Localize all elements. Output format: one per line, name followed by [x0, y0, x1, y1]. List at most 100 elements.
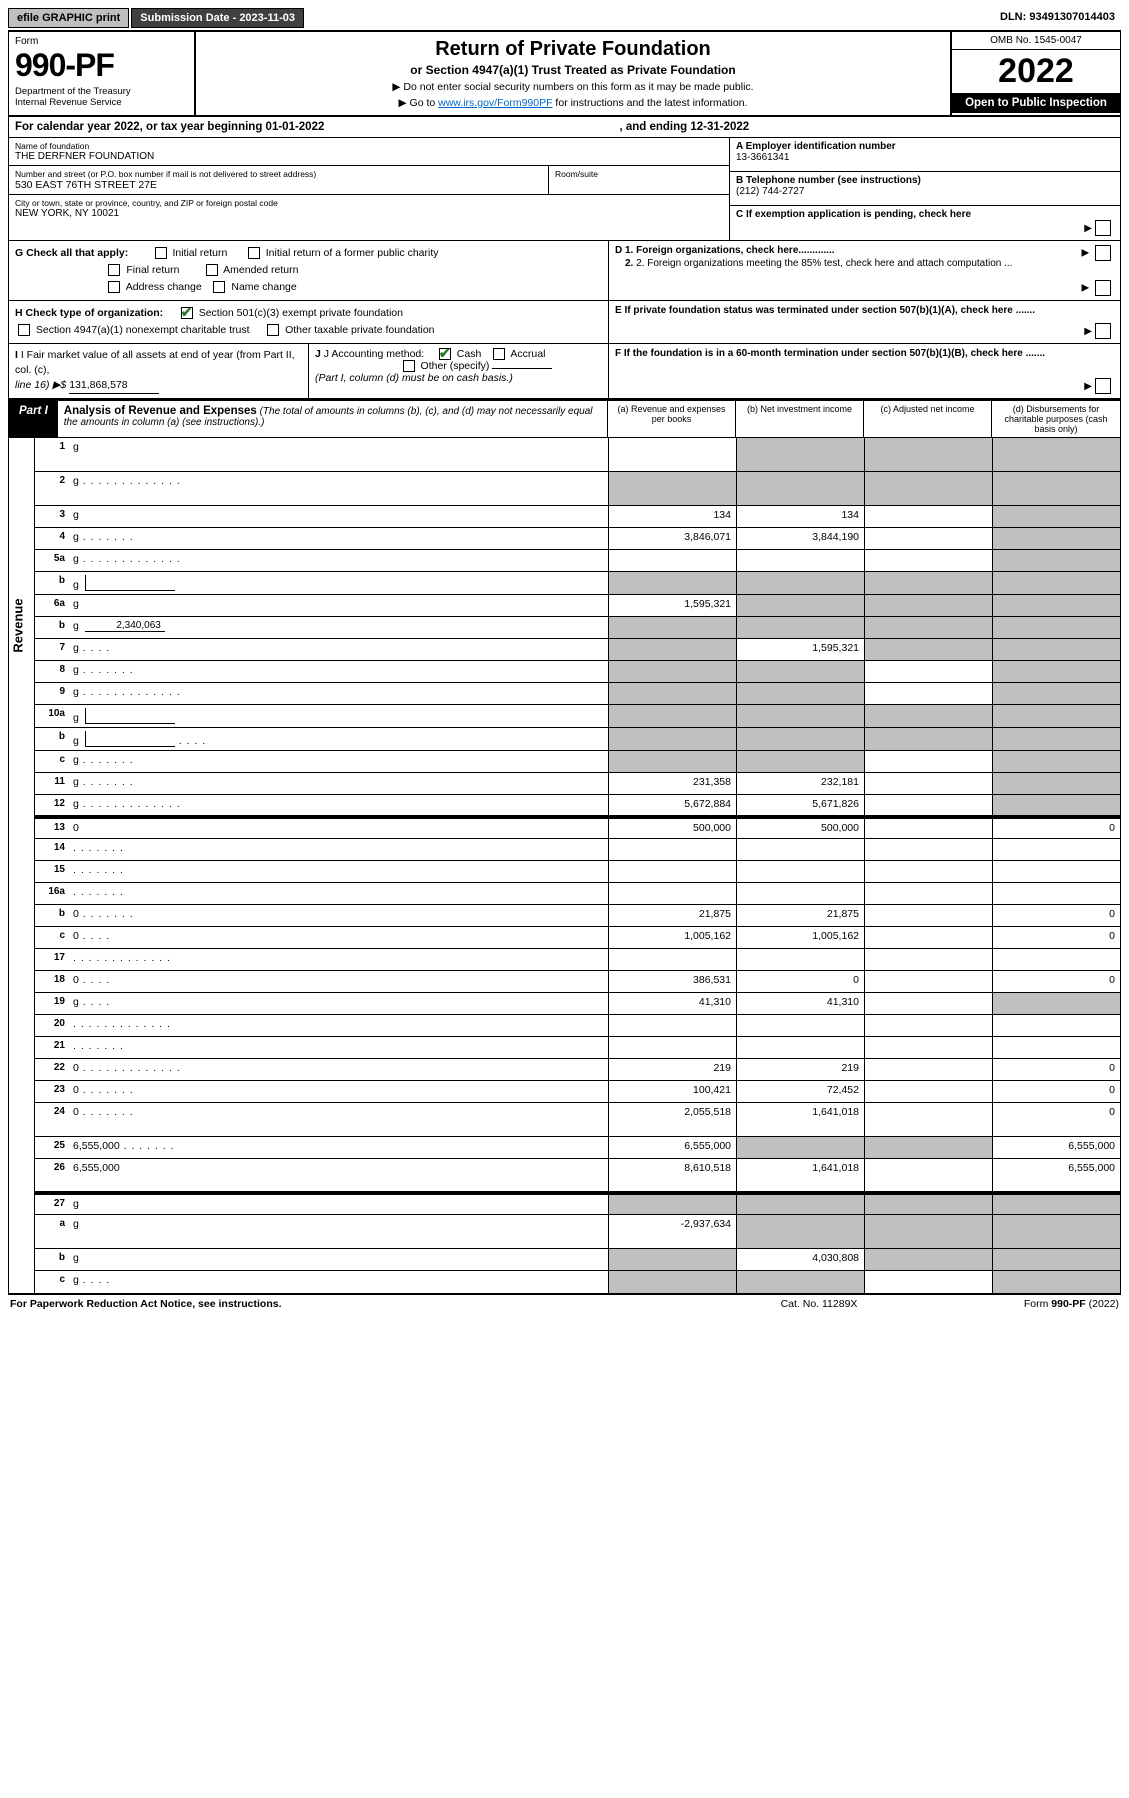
cell-c: [864, 728, 992, 750]
d2-checkbox[interactable]: [1095, 280, 1111, 296]
row-description: [69, 839, 608, 860]
table-row: 8g: [35, 661, 1120, 683]
row-description: g: [69, 528, 608, 549]
table-row: 2g: [35, 472, 1120, 506]
cell-d: [992, 1015, 1120, 1036]
col-c-header: (c) Adjusted net income: [864, 401, 992, 437]
row-number: 26: [35, 1159, 69, 1191]
cell-b: [736, 550, 864, 571]
row-description: g: [69, 751, 608, 772]
row-number: b: [35, 1249, 69, 1270]
table-row: bg4,030,808: [35, 1249, 1120, 1271]
cell-b: 41,310: [736, 993, 864, 1014]
cell-b: 72,452: [736, 1081, 864, 1102]
cell-a: [608, 661, 736, 682]
exemption-checkbox[interactable]: [1095, 220, 1111, 236]
table-row: 3g134134: [35, 506, 1120, 528]
cell-c: [864, 861, 992, 882]
row-description: g: [69, 438, 608, 471]
row-description: [69, 861, 608, 882]
row-number: 23: [35, 1081, 69, 1102]
cell-a: [608, 1195, 736, 1214]
cell-c: [864, 1037, 992, 1058]
table-row: 1g: [35, 438, 1120, 472]
omb-number: OMB No. 1545-0047: [952, 32, 1120, 50]
cell-c: [864, 819, 992, 838]
cell-b: [736, 705, 864, 727]
cell-b: [736, 1195, 864, 1214]
row-number: 7: [35, 639, 69, 660]
cell-d: [992, 883, 1120, 904]
table-row: 130500,000500,0000: [35, 817, 1120, 839]
cell-c: [864, 1271, 992, 1293]
cell-c: [864, 1137, 992, 1158]
cell-d: [992, 1195, 1120, 1214]
tax-year: 2022: [952, 50, 1120, 93]
address-cell: Number and street (or P.O. box number if…: [9, 166, 549, 194]
cell-a: [608, 472, 736, 505]
table-row: bg: [35, 572, 1120, 595]
cell-b: 4,030,808: [736, 1249, 864, 1270]
cell-a: 2,055,518: [608, 1103, 736, 1136]
dept-treasury: Department of the TreasuryInternal Reven…: [15, 86, 188, 108]
cell-b: 1,595,321: [736, 639, 864, 660]
row-number: b: [35, 728, 69, 750]
cell-d: [992, 683, 1120, 704]
cell-b: [736, 572, 864, 594]
cell-b: [736, 1037, 864, 1058]
cell-b: [736, 883, 864, 904]
cell-d: [992, 472, 1120, 505]
table-row: 10ag: [35, 705, 1120, 728]
initial-return-checkbox[interactable]: [155, 247, 167, 259]
row-description: 0: [69, 927, 608, 948]
name-change-checkbox[interactable]: [213, 281, 225, 293]
row-number: 25: [35, 1137, 69, 1158]
cell-a: [608, 1037, 736, 1058]
final-return-checkbox[interactable]: [108, 264, 120, 276]
cash-checkbox[interactable]: [439, 348, 451, 360]
row-number: 21: [35, 1037, 69, 1058]
row-description: g: [69, 728, 608, 750]
row-number: b: [35, 617, 69, 638]
part1-desc: Analysis of Revenue and Expenses (The to…: [58, 401, 608, 437]
cell-a: 231,358: [608, 773, 736, 794]
accrual-checkbox[interactable]: [493, 348, 505, 360]
cell-d: [992, 949, 1120, 970]
row-description: 0: [69, 1103, 608, 1136]
table-row: 7g1,595,321: [35, 639, 1120, 661]
cell-a: [608, 438, 736, 471]
submission-date-button[interactable]: Submission Date - 2023-11-03: [131, 8, 304, 28]
4947-checkbox[interactable]: [18, 324, 30, 336]
cell-a: 8,610,518: [608, 1159, 736, 1191]
cell-c: [864, 773, 992, 794]
cell-b: 219: [736, 1059, 864, 1080]
form-subtitle: or Section 4947(a)(1) Trust Treated as P…: [206, 63, 940, 77]
efile-print-button[interactable]: efile GRAPHIC print: [8, 8, 129, 28]
cell-a: [608, 751, 736, 772]
cell-c: [864, 1059, 992, 1080]
cell-d: [992, 572, 1120, 594]
part1-tab: Part I: [9, 401, 58, 437]
row-number: b: [35, 905, 69, 926]
amended-return-checkbox[interactable]: [206, 264, 218, 276]
irs-link[interactable]: www.irs.gov/Form990PF: [438, 97, 552, 109]
f-checkbox[interactable]: [1095, 378, 1111, 394]
cell-b: [736, 617, 864, 638]
city-cell: City or town, state or province, country…: [9, 194, 729, 222]
initial-former-checkbox[interactable]: [248, 247, 260, 259]
501c3-checkbox[interactable]: [181, 307, 193, 319]
other-taxable-checkbox[interactable]: [267, 324, 279, 336]
col-b-header: (b) Net investment income: [736, 401, 864, 437]
other-method-checkbox[interactable]: [403, 360, 415, 372]
d1-checkbox[interactable]: [1095, 245, 1111, 261]
cell-d: [992, 617, 1120, 638]
e-checkbox[interactable]: [1095, 323, 1111, 339]
part1-header: Part I Analysis of Revenue and Expenses …: [8, 399, 1121, 438]
row-number: 22: [35, 1059, 69, 1080]
row-description: [69, 1015, 608, 1036]
row-description: g: [69, 572, 608, 594]
cell-d: [992, 993, 1120, 1014]
address-change-checkbox[interactable]: [108, 281, 120, 293]
cell-c: [864, 528, 992, 549]
row-description: 6,555,000: [69, 1137, 608, 1158]
